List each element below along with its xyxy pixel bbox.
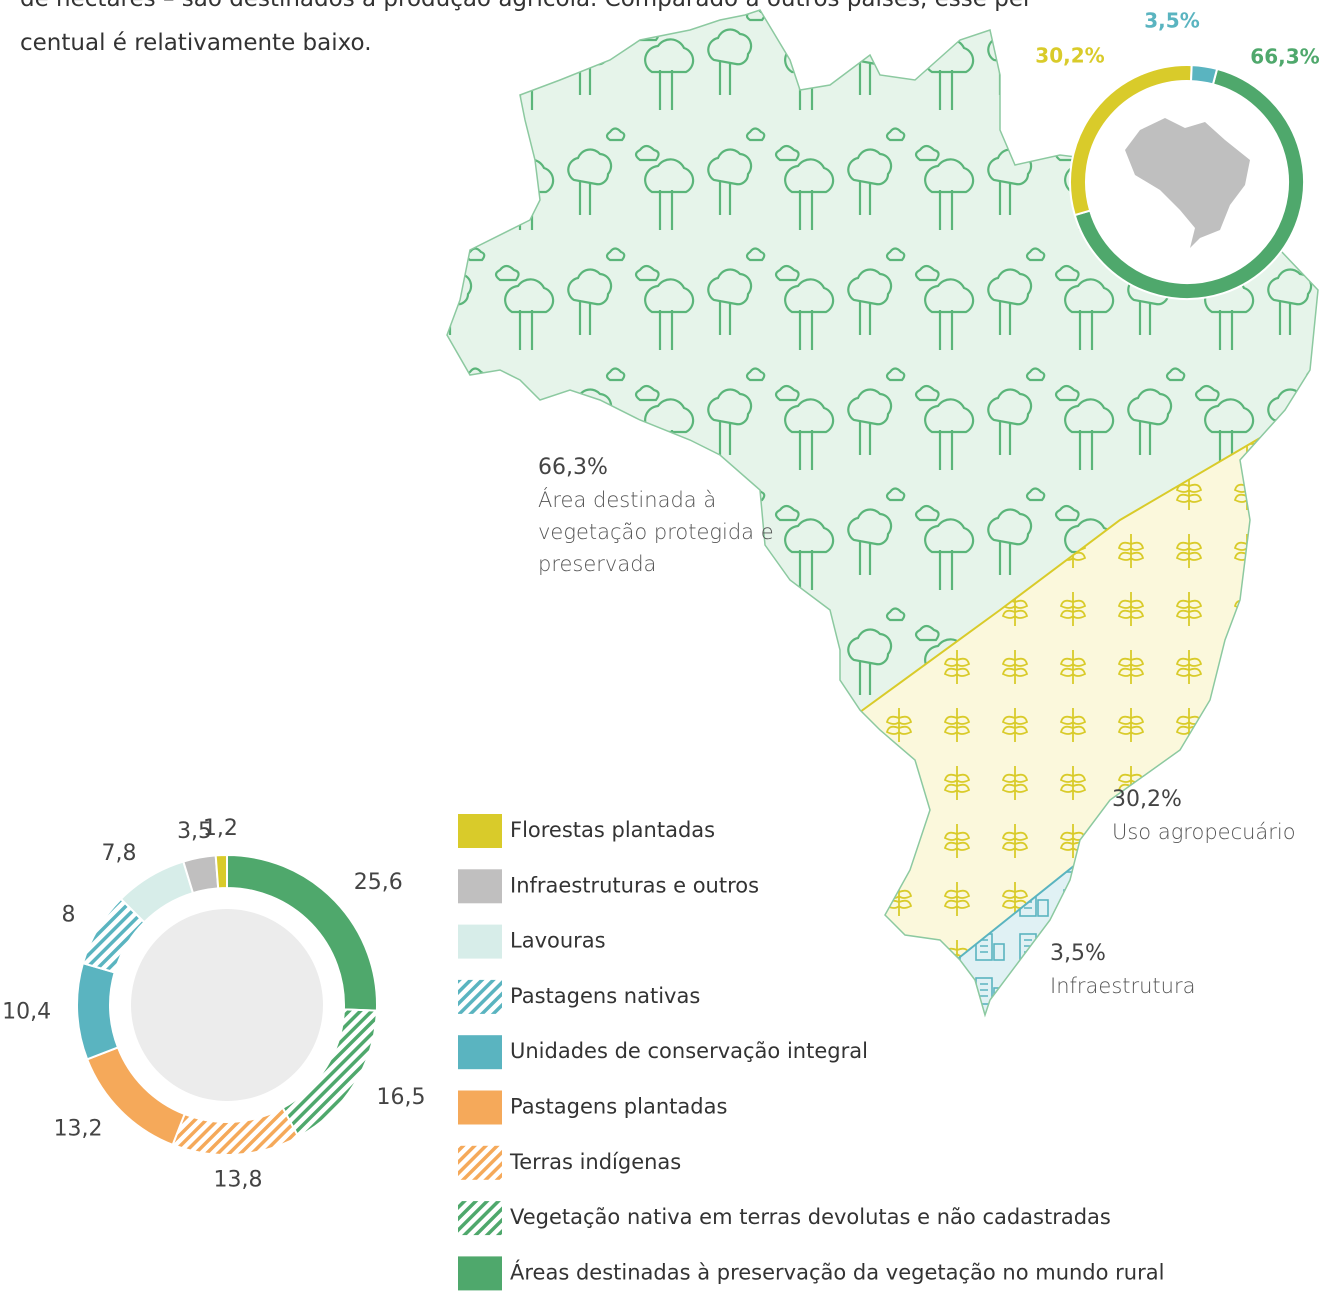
donut-segment [76,961,120,1061]
legend-swatch [458,979,502,1014]
legend-label: Pastagens plantadas [510,1095,727,1119]
legend-swatch [458,1035,502,1070]
donut-value-label: 7,8 [101,841,136,866]
donut-value-label: 25,6 [354,870,403,895]
donut-segment [214,853,228,890]
legend-swatch [458,1145,502,1180]
legend-label: Lavouras [510,929,606,953]
intro-line: centual é relativamente baixo. [20,30,372,56]
legend-swatch [458,1201,502,1236]
donut-value-label: 30,2% [1035,44,1104,68]
legend-label: Vegetação nativa em terras devolutas e n… [510,1205,1111,1229]
legend-swatch [458,869,502,904]
legend-swatch [458,924,502,959]
donut-value-label: 3,5% [1144,9,1199,33]
legend-label: Áreas destinadas à preservação da vegeta… [510,1259,1164,1284]
legend-swatch [458,814,502,848]
donut-value-label: 13,2 [54,1116,103,1141]
map-label: 30,2% Uso agropecuário [1112,787,1296,844]
donut-segment [171,1106,300,1156]
map-label: 66,3% Área destinada à vegetação protegid… [538,455,774,576]
map-label: 3,5% Infraestrutura [1050,941,1196,998]
donut-value-label: 13,8 [214,1168,263,1193]
donut-segment [1190,64,1219,86]
legend-label: Terras indígenas [509,1150,681,1174]
donut-value-label: 66,3% [1250,45,1319,69]
donut-value-label: 1,2 [203,816,238,841]
legend-swatch [458,1090,502,1125]
legend-swatch [458,1256,502,1291]
donut-value-label: 8 [62,902,76,927]
legend-label: Infraestruturas e outros [510,873,759,897]
brazil-icon [1125,118,1250,248]
donut-inner [131,909,323,1101]
legend-label: Florestas plantadas [510,818,715,842]
donut-value-label: 10,4 [2,1000,51,1025]
donut-value-label: 3,5 [177,819,212,844]
donut-value-label: 16,5 [376,1085,425,1110]
legend-label: Unidades de conservação integral [510,1039,868,1063]
intro-line: de hectares – são destinados à produção … [20,0,1032,12]
legend-label: Pastagens nativas [510,984,700,1008]
